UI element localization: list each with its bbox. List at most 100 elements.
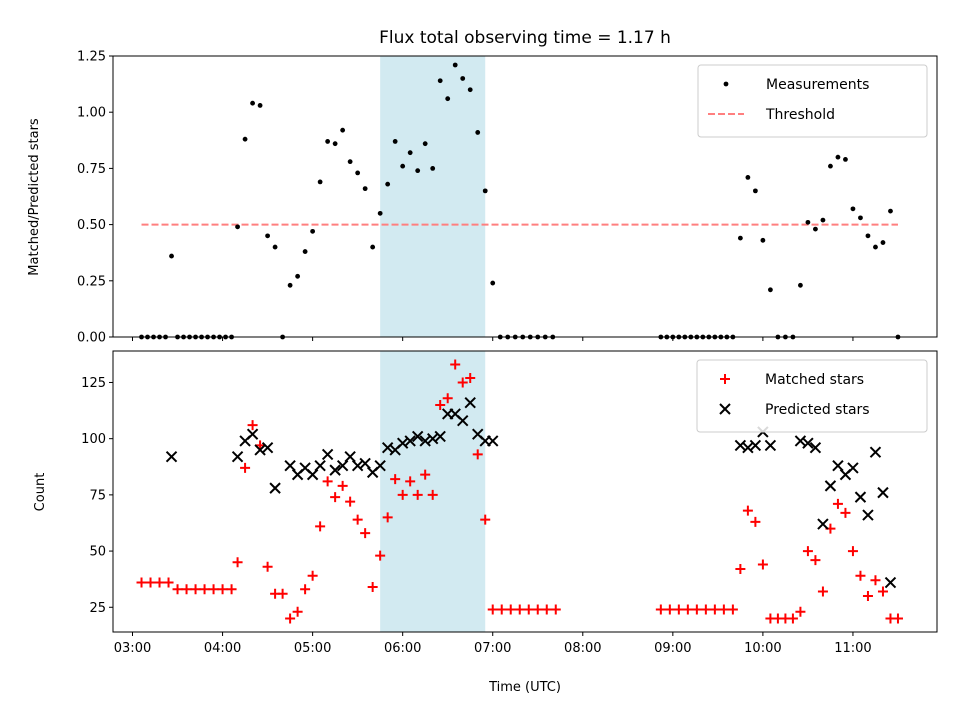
measurement-point <box>287 282 293 288</box>
measurement-point <box>813 226 818 232</box>
legend-marker-predicted <box>719 403 731 415</box>
matched-stars-point <box>375 550 386 561</box>
measurement-point <box>257 103 263 108</box>
matched-stars-point <box>810 555 821 566</box>
matched-stars-point <box>832 498 843 509</box>
matched-stars-point <box>673 604 684 615</box>
matched-stars-point <box>862 591 873 602</box>
measurement-point <box>452 62 458 68</box>
matched-stars-point <box>457 377 468 388</box>
measurement-point <box>482 188 488 194</box>
matched-stars-point <box>700 604 711 615</box>
matched-stars-point <box>190 584 201 595</box>
matched-stars-point <box>450 359 461 370</box>
matched-stars-point <box>840 507 851 518</box>
predicted-stars-point <box>246 428 259 440</box>
measurement-point <box>340 127 346 133</box>
x-tick-label: 07:00 <box>474 641 511 656</box>
measurement-point <box>362 186 368 192</box>
matched-stars-point <box>412 489 423 500</box>
matched-stars-point <box>472 449 483 460</box>
predicted-stars-point <box>884 576 897 589</box>
measurement-point <box>850 206 856 212</box>
matched-stars-point <box>787 613 798 624</box>
matched-stars-point <box>217 584 228 595</box>
matched-stars-point <box>718 604 729 615</box>
x-tick-label: 08:00 <box>564 641 601 656</box>
measurement-point <box>880 240 886 245</box>
legend-marker-measurements <box>723 81 729 87</box>
ratio-y-tick-label: 1.00 <box>77 106 106 121</box>
measurement-point <box>400 163 406 169</box>
matched-stars-point <box>163 577 174 588</box>
matched-stars-point <box>505 604 516 615</box>
matched-stars-point <box>420 469 431 480</box>
measurement-point <box>169 253 174 259</box>
predicted-stars-point <box>359 457 371 470</box>
matched-stars-point <box>352 514 363 525</box>
predicted-stars-point <box>329 464 341 476</box>
matched-stars-point <box>750 516 761 527</box>
predicted-stars-point <box>809 441 822 454</box>
count-y-tick-label: 100 <box>81 432 106 447</box>
count-legend: Matched stars Predicted stars <box>696 359 928 433</box>
matched-stars-point <box>285 613 296 624</box>
measurement-point <box>295 273 301 279</box>
measurement-point <box>888 208 893 214</box>
count-y-tick-label: 50 <box>89 545 106 560</box>
matched-stars-point <box>757 559 768 570</box>
measurement-point <box>430 166 436 171</box>
ratio-highlight-span <box>380 56 486 337</box>
matched-stars-point <box>199 584 210 595</box>
predicted-stars-point <box>284 459 296 472</box>
matched-stars-point <box>550 604 561 615</box>
measurement-point <box>242 136 248 142</box>
measurement-point <box>407 150 413 156</box>
predicted-stars-point <box>269 482 281 494</box>
measurement-point <box>437 78 443 84</box>
matched-stars-point <box>877 586 888 597</box>
measurement-point <box>422 141 428 147</box>
matched-stars-point <box>496 604 507 615</box>
measurement-point <box>415 168 421 174</box>
matched-stars-point <box>735 564 746 575</box>
predicted-stars-point <box>344 450 356 463</box>
count-axes-frame <box>112 350 938 633</box>
measurement-point <box>377 210 383 216</box>
matched-stars-point <box>802 546 813 557</box>
predicted-stars-point <box>434 430 446 443</box>
matched-stars-point <box>337 480 348 491</box>
measurement-point <box>265 233 270 239</box>
measurement-point <box>392 139 398 144</box>
legend-label: Measurements <box>766 77 869 93</box>
matched-stars-point <box>226 584 237 595</box>
ratio-y-tick-label: 0.75 <box>77 162 106 177</box>
x-tick-label: 11:00 <box>834 641 871 656</box>
measurement-point <box>752 188 758 194</box>
measurement-point <box>272 244 278 250</box>
matched-stars-point <box>390 474 401 485</box>
measurement-point <box>865 233 871 239</box>
x-tick-label: 04:00 <box>204 641 241 656</box>
x-tick-label: 03:00 <box>114 641 151 656</box>
predicted-stars-point <box>832 459 844 472</box>
measurement-point <box>370 244 376 250</box>
x-tick-label: 10:00 <box>744 641 781 656</box>
measurement-point <box>460 76 466 81</box>
x-axis-label: Time (UTC) <box>488 680 561 695</box>
measurement-point <box>355 170 361 176</box>
matched-stars-point <box>181 584 192 595</box>
predicted-stars-point <box>877 486 889 499</box>
matched-stars-point <box>691 604 702 615</box>
predicted-stars-point <box>411 430 424 443</box>
matched-stars-point <box>870 575 881 586</box>
measurement-point <box>873 244 878 250</box>
matched-stars-point <box>292 606 303 617</box>
chart-title: Flux total observing time = 1.17 h <box>379 28 671 48</box>
matched-stars-point <box>136 577 147 588</box>
measurement-point <box>302 249 308 254</box>
predicted-stars-point <box>336 459 349 472</box>
measurement-point <box>490 280 496 286</box>
measurement-point <box>767 287 773 293</box>
measurement-point <box>347 159 353 165</box>
